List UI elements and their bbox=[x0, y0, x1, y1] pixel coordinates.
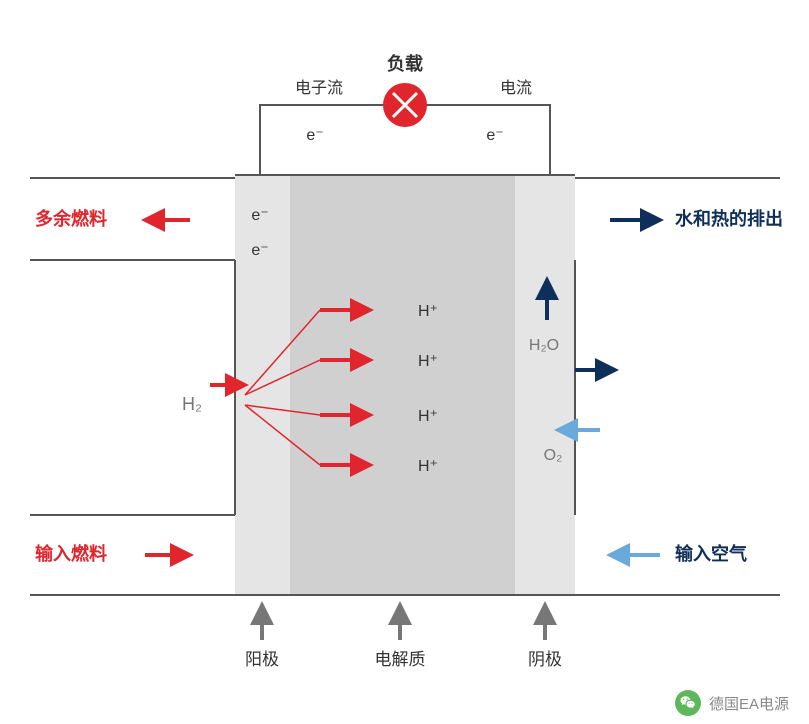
svg-text:O₂: O₂ bbox=[544, 447, 563, 464]
svg-text:H⁺: H⁺ bbox=[418, 303, 438, 320]
svg-text:多余燃料: 多余燃料 bbox=[35, 208, 107, 229]
svg-text:电子流: 电子流 bbox=[295, 79, 343, 97]
svg-text:H₂: H₂ bbox=[182, 394, 202, 414]
svg-text:H₂O: H₂O bbox=[529, 337, 559, 354]
svg-text:阳极: 阳极 bbox=[245, 650, 279, 669]
svg-text:e⁻: e⁻ bbox=[306, 127, 323, 144]
footer: 德国EA电源 bbox=[675, 690, 789, 716]
svg-text:输入燃料: 输入燃料 bbox=[35, 543, 107, 564]
svg-text:水和热的排出: 水和热的排出 bbox=[675, 208, 783, 229]
svg-text:电解质: 电解质 bbox=[375, 650, 426, 669]
svg-text:H⁺: H⁺ bbox=[418, 353, 438, 370]
wechat-icon bbox=[675, 690, 701, 716]
footer-label: 德国EA电源 bbox=[709, 693, 789, 714]
svg-text:e⁻: e⁻ bbox=[486, 127, 503, 144]
svg-text:输入空气: 输入空气 bbox=[675, 543, 747, 564]
svg-text:负载: 负载 bbox=[387, 53, 423, 74]
svg-text:e⁻: e⁻ bbox=[251, 242, 268, 259]
svg-text:H⁺: H⁺ bbox=[418, 408, 438, 425]
svg-text:阴极: 阴极 bbox=[528, 650, 562, 669]
fuel-cell-diagram: 负载电子流 电流 e⁻ e⁻ e⁻ e⁻ H₂ H⁺ H⁺ H⁺ H⁺ 多余燃料输入燃料 水和热的排出输… bbox=[0, 0, 809, 724]
svg-text:H⁺: H⁺ bbox=[418, 458, 438, 475]
svg-text:电流: 电流 bbox=[500, 79, 532, 97]
svg-text:e⁻: e⁻ bbox=[251, 207, 268, 224]
